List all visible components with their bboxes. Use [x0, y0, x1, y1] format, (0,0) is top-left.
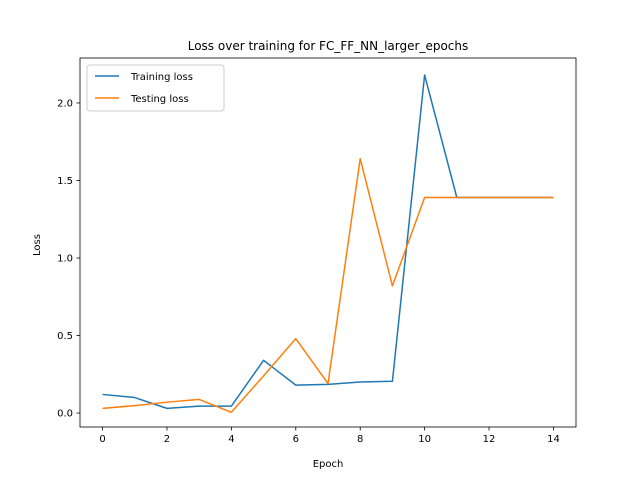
legend-box [86, 64, 225, 112]
x-tick-label: 8 [357, 434, 363, 445]
series-line-1 [102, 158, 554, 414]
x-tick-label: 0 [99, 434, 105, 445]
y-tick-label: 2.0 [57, 98, 73, 109]
x-axis-label: Epoch [313, 459, 344, 470]
x-tick-label: 10 [418, 434, 431, 445]
legend-label-1: Testing loss [130, 94, 189, 105]
x-tick-label: 14 [547, 434, 560, 445]
x-tick-label: 4 [228, 434, 234, 445]
x-tick-label: 2 [164, 434, 170, 445]
y-tick-label: 1.0 [57, 254, 73, 265]
legend-label-0: Training loss [130, 72, 193, 83]
y-axis-label: Loss [32, 234, 43, 256]
y-tick-label: 0.5 [57, 331, 73, 342]
legend: Training loss Testing loss [86, 64, 225, 112]
x-tick-label: 6 [293, 434, 299, 445]
plot-area [79, 57, 577, 428]
y-tick-label: 1.5 [57, 176, 73, 187]
chart-title: Loss over training for FC_FF_NN_larger_e… [188, 39, 469, 53]
axis-ticks: 0 2 4 6 8 10 12 14 0.0 0.5 1.0 1.5 2.0 [57, 98, 560, 445]
x-tick-label: 12 [483, 434, 496, 445]
axes-frame [79, 57, 577, 428]
series-line-0 [102, 74, 554, 410]
y-tick-label: 0.0 [57, 409, 73, 420]
